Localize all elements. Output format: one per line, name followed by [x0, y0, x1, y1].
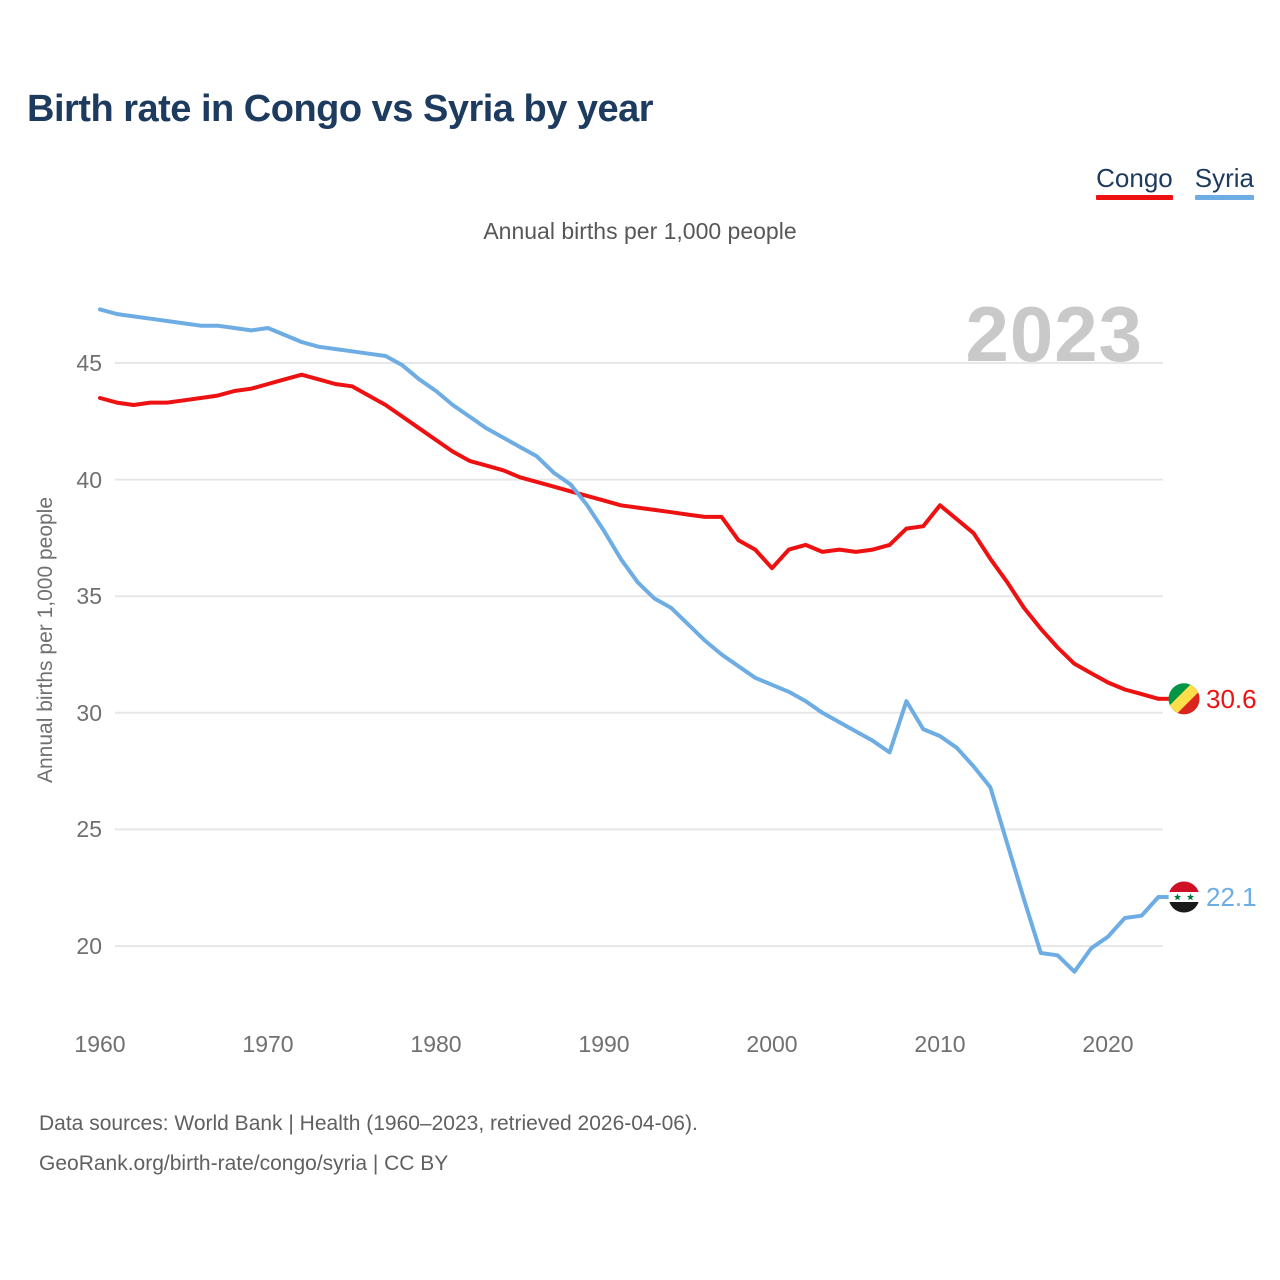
x-tick-label: 1970: [242, 1031, 294, 1057]
legend: Congo Syria: [1096, 164, 1254, 200]
y-tick-label: 30: [76, 699, 102, 726]
watermark-year: 2023: [965, 290, 1143, 378]
syria-line[interactable]: [98, 307, 1161, 974]
y-tick-label: 35: [76, 583, 102, 610]
syria-flag-icon: [1168, 881, 1200, 913]
syria-flag-star: [1186, 893, 1195, 901]
congo-flag-icon: [1168, 683, 1200, 715]
legend-label-congo: Congo: [1096, 163, 1173, 193]
legend-swatch-syria: [1194, 195, 1254, 200]
congo-line[interactable]: [98, 372, 1161, 701]
page-title: Birth rate in Congo vs Syria by year: [27, 88, 654, 130]
x-tick-label: 1960: [74, 1031, 126, 1057]
legend-label-syria: Syria: [1194, 163, 1254, 193]
y-tick-label: 25: [76, 816, 102, 843]
footer: Data sources: World Bank | Health (1960–…: [39, 1104, 698, 1184]
syria-flag-star: [1173, 893, 1182, 901]
x-tick-label: 2010: [914, 1031, 966, 1057]
footer-data-sources: Data sources: World Bank | Health (1960–…: [39, 1112, 698, 1135]
x-tick-label: 2020: [1082, 1031, 1134, 1057]
legend-item-syria[interactable]: Syria: [1194, 163, 1254, 200]
x-tick-label: 1980: [410, 1031, 462, 1057]
chart-subtitle: Annual births per 1,000 people: [483, 218, 797, 244]
footer-attribution-link[interactable]: GeoRank.org/birth-rate/congo/syria | CC …: [39, 1152, 449, 1175]
legend-item-congo[interactable]: Congo: [1096, 164, 1173, 200]
congo-end-value: 30.6: [1206, 683, 1257, 714]
y-tick-label: 40: [76, 466, 102, 493]
y-tick-label: 20: [76, 933, 102, 959]
syria-end-value: 22.1: [1206, 882, 1257, 913]
x-tick-label: 1990: [578, 1031, 630, 1057]
y-tick-label: 45: [76, 350, 102, 376]
x-tick-label: 2000: [746, 1031, 798, 1057]
legend-swatch-congo: [1096, 195, 1173, 200]
gridlines: [115, 362, 1163, 947]
